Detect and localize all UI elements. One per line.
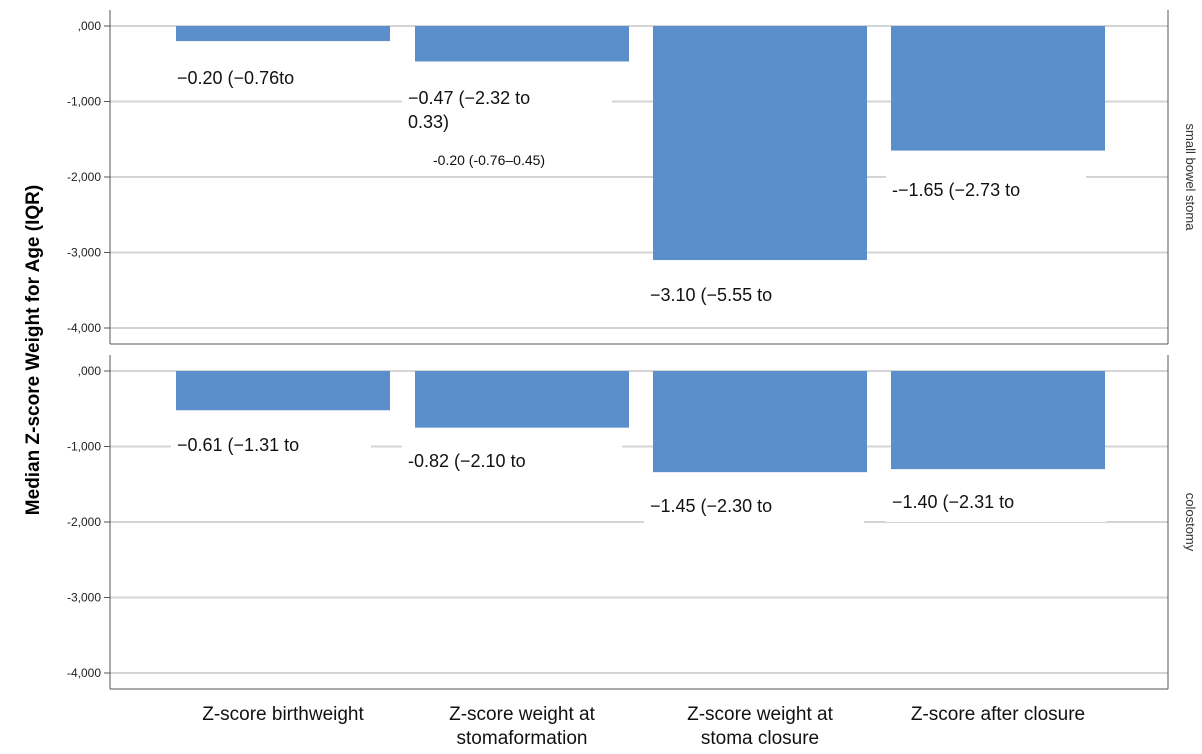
- data-label: -−1.65 (−2.73 to: [892, 180, 1020, 200]
- annotation-box: [402, 445, 622, 481]
- y-tick-label: -2,000: [67, 515, 101, 529]
- y-tick-label: -2,000: [67, 170, 101, 184]
- bar-small-bowel-stoma-1: [415, 26, 629, 62]
- panel-colostomy: ,000 -1,000 -2,000 -3,000 -4,000 −0.61 (−1.31…: [67, 355, 1198, 690]
- annotation-box: [886, 486, 1106, 522]
- data-label: 0.33): [408, 112, 449, 132]
- data-label: −3.10 (−5.55 to: [650, 285, 772, 305]
- annotation-box: [886, 174, 1086, 210]
- annotation-box: [171, 429, 371, 465]
- data-label: −0.47 (−2.32 to: [408, 88, 530, 108]
- x-tick-label: stoma closure: [701, 728, 819, 749]
- y-axis-title: Median Z-score Weight for Age (IQR): [23, 185, 44, 515]
- y-axis-title-group: Median Z-score Weight for Age (IQR): [23, 185, 44, 515]
- bar-colostomy-0: [176, 371, 390, 411]
- annotation-box: [402, 82, 612, 142]
- bar-small-bowel-stoma-0: [176, 26, 390, 42]
- y-tick-label: ,000: [78, 364, 102, 378]
- data-label: −1.40 (−2.31 to: [892, 492, 1014, 512]
- annotation-box: [644, 279, 859, 315]
- y-tick-label: -3,000: [67, 591, 101, 605]
- x-tick-label: Z-score after closure: [911, 704, 1085, 725]
- bar-colostomy-1: [415, 371, 629, 428]
- x-axis-labels: Z-score birthweight Z-score weight at stom…: [202, 704, 1085, 749]
- facet-label: small bowel stoma: [1183, 124, 1198, 232]
- x-tick-label: stomaformation: [457, 728, 588, 749]
- x-tick-label: Z-score weight at: [687, 704, 833, 725]
- y-tick-label: -3,000: [67, 246, 101, 260]
- panel-small-bowel-stoma: ,000 -1,000 -2,000 -3,000 -4,000 −0.20 (−0.76…: [67, 10, 1198, 345]
- x-tick-label: Z-score birthweight: [202, 704, 364, 725]
- y-tick-label: -4,000: [67, 321, 101, 335]
- bar-small-bowel-stoma-3: [891, 26, 1105, 151]
- bar-colostomy-3: [891, 371, 1105, 470]
- y-tick-label: ,000: [78, 19, 102, 33]
- data-label-extra: -0.20 (-0.76–0.45): [433, 152, 545, 168]
- bar-small-bowel-stoma-2: [653, 26, 867, 261]
- annotation-box: [171, 62, 321, 98]
- facet-label: colostomy: [1183, 493, 1198, 552]
- panels: ,000 -1,000 -2,000 -3,000 -4,000 −0.20 (−0.76…: [67, 10, 1198, 690]
- x-tick-label: Z-score weight at: [449, 704, 595, 725]
- data-label: −1.45 (−2.30 to: [650, 496, 772, 516]
- y-tick-label: -1,000: [67, 440, 101, 454]
- annotation-box: [644, 490, 864, 526]
- y-tick-label: -1,000: [67, 95, 101, 109]
- bar-colostomy-2: [653, 371, 867, 473]
- data-label: -0.82 (−2.10 to: [408, 451, 526, 471]
- y-tick-label: -4,000: [67, 666, 101, 680]
- data-label: −0.20 (−0.76to: [177, 68, 294, 88]
- data-label: −0.61 (−1.31 to: [177, 435, 299, 455]
